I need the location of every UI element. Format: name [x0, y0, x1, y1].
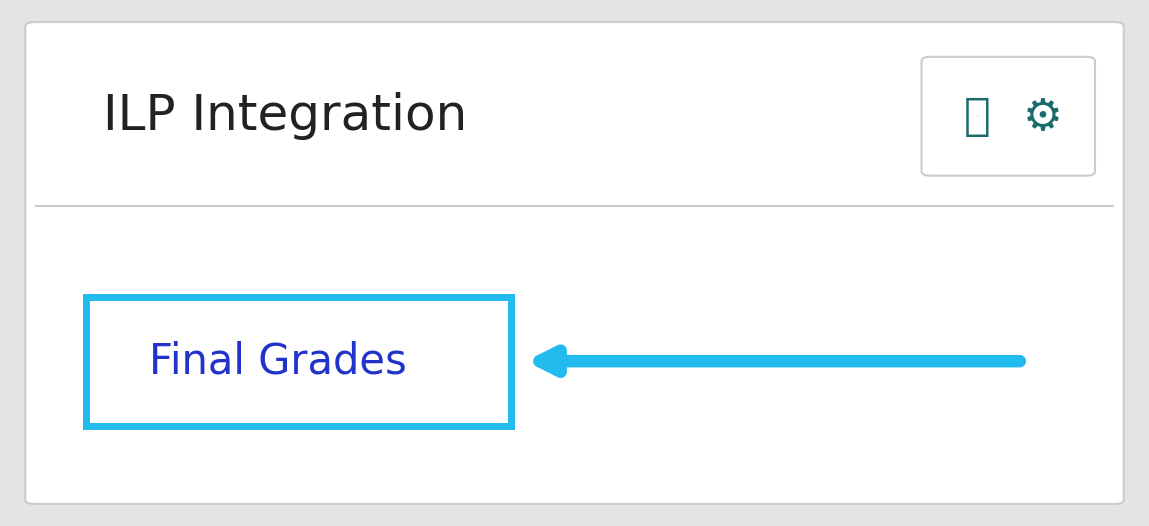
FancyBboxPatch shape	[25, 22, 1124, 504]
Text: Final Grades: Final Grades	[148, 340, 407, 382]
Text: ILP Integration: ILP Integration	[103, 92, 468, 140]
Text: ⚙: ⚙	[1023, 95, 1063, 138]
Text: ⤢: ⤢	[964, 95, 990, 138]
FancyBboxPatch shape	[921, 57, 1095, 176]
Bar	[86, 297, 511, 426]
